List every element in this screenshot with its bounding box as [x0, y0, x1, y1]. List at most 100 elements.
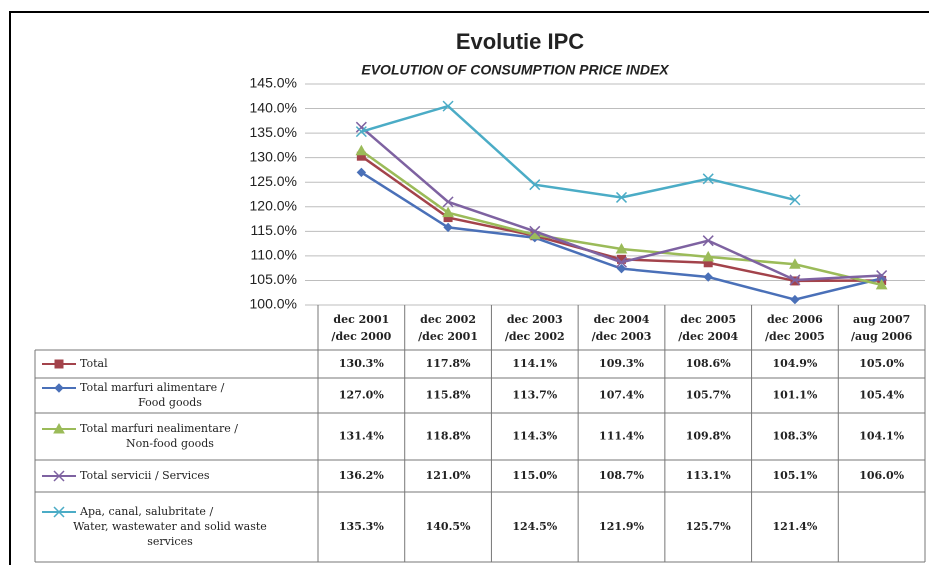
marker	[789, 274, 801, 286]
category-label: dec 2004	[594, 313, 650, 326]
marker	[789, 258, 801, 269]
frame	[9, 11, 929, 565]
table-cell: 121.9%	[599, 520, 644, 533]
category-label: dec 2003	[507, 313, 563, 326]
marker	[615, 256, 628, 268]
legend-label: services	[147, 535, 193, 548]
marker	[789, 194, 801, 206]
table-cell: 117.8%	[426, 357, 471, 370]
chart-subtitle: EVOLUTION OF CONSUMPTION PRICE INDEX	[361, 62, 670, 78]
table-cell: 115.8%	[426, 389, 471, 402]
table-cell: 115.0%	[512, 469, 557, 482]
table-cell: 108.3%	[772, 430, 817, 443]
y-tick-label: 115.0%	[251, 222, 297, 238]
legend-label: Total	[80, 357, 108, 370]
legend-label: Non-food goods	[126, 437, 214, 450]
marker	[702, 235, 714, 247]
marker	[616, 263, 627, 274]
category-label: dec 2001	[333, 313, 389, 326]
category-label: /dec 2004	[678, 330, 738, 343]
table-cell: 105.4%	[859, 389, 904, 402]
series-line	[361, 104, 796, 202]
category-label: dec 2002	[420, 313, 476, 326]
table-cell: 130.3%	[339, 357, 384, 370]
legend-label: Water, wastewater and solid waste	[73, 520, 267, 533]
y-tick-label: 120.0%	[250, 197, 297, 213]
marker	[443, 222, 453, 233]
marker	[702, 173, 714, 185]
table-cell: 131.4%	[339, 430, 384, 443]
legend-label: Total marfuri nealimentare /	[80, 422, 238, 435]
table-cell: 140.5%	[426, 520, 471, 533]
marker	[442, 100, 454, 112]
marker	[876, 270, 888, 282]
legend-label: Food goods	[138, 396, 202, 409]
table-cell: 107.4%	[599, 389, 644, 402]
table-cell: 108.7%	[599, 469, 644, 482]
table-cell: 127.0%	[339, 389, 384, 402]
marker	[875, 278, 888, 290]
y-tick-label: 140.0%	[250, 99, 297, 115]
table-cell: 109.8%	[686, 430, 731, 443]
marker	[355, 144, 368, 156]
table-cell: 121.0%	[426, 469, 471, 482]
marker	[529, 179, 541, 191]
table-cell: 109.3%	[599, 357, 644, 370]
legend-label: Total marfuri alimentare /	[80, 381, 225, 394]
category-label: /dec 2003	[592, 330, 652, 343]
table-cell: 104.9%	[772, 357, 817, 370]
table-cell: 124.5%	[512, 520, 557, 533]
marker	[529, 225, 541, 237]
legend-label: Apa, canal, salubritate /	[79, 505, 213, 518]
marker	[54, 359, 64, 369]
table-cell: 125.7%	[686, 520, 731, 533]
table-cell: 118.8%	[426, 430, 471, 443]
marker	[53, 422, 65, 434]
category-label: /aug 2006	[851, 330, 913, 343]
table-cell: 108.6%	[686, 357, 731, 370]
marker	[355, 126, 367, 138]
category-label: dec 2005	[680, 313, 736, 326]
table-cell: 135.3%	[339, 520, 384, 533]
marker	[356, 167, 367, 178]
table-cell: 121.4%	[772, 520, 817, 533]
marker	[615, 242, 628, 254]
marker	[702, 250, 715, 262]
table-cell: 114.3%	[512, 430, 557, 443]
marker	[790, 294, 800, 305]
y-tick-label: 110.0%	[251, 247, 297, 263]
table-cell: 105.7%	[686, 389, 731, 402]
table-cell: 101.1%	[772, 389, 817, 402]
table-cell: 136.2%	[339, 469, 384, 482]
category-label: /dec 2000	[331, 330, 391, 343]
marker	[442, 206, 454, 218]
marker	[703, 272, 713, 282]
table-cell: 113.1%	[686, 469, 731, 482]
y-tick-label: 125.0%	[250, 173, 297, 189]
table-cell: 111.4%	[599, 430, 644, 443]
table-cell: 114.1%	[512, 357, 557, 370]
marker	[54, 383, 64, 393]
table-cell: 106.0%	[859, 469, 904, 482]
category-label: /dec 2005	[765, 330, 825, 343]
legend-label: Total servicii / Services	[80, 469, 210, 482]
table-cell: 105.0%	[859, 357, 904, 370]
category-label: /dec 2002	[505, 330, 565, 343]
category-label: dec 2006	[767, 313, 823, 326]
y-tick-label: 130.0%	[250, 148, 297, 164]
marker	[442, 196, 454, 208]
table-cell: 104.1%	[859, 430, 904, 443]
category-label: /dec 2001	[418, 330, 478, 343]
marker	[53, 470, 65, 482]
marker	[615, 191, 628, 203]
table-cell: 113.7%	[512, 389, 557, 402]
chart-title: Evolutie IPC	[456, 29, 584, 54]
marker	[53, 506, 65, 518]
y-tick-label: 100.0%	[250, 296, 297, 312]
y-tick-label: 105.0%	[250, 271, 297, 287]
y-tick-label: 135.0%	[250, 124, 297, 140]
y-tick-label: 145.0%	[250, 75, 297, 91]
table-cell: 105.1%	[772, 469, 817, 482]
category-label: aug 2007	[853, 313, 910, 326]
